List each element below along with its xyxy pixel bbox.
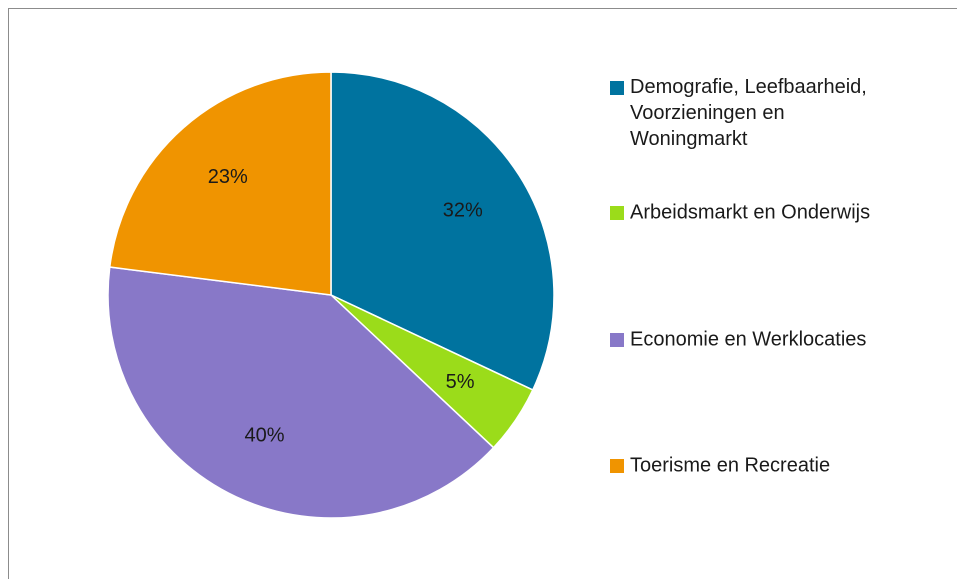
legend-label: Arbeidsmarkt en Onderwijs [630, 201, 870, 223]
data-label: 32% [443, 200, 483, 222]
legend-label: Economie en Werklocaties [630, 328, 866, 350]
data-label: 40% [245, 425, 285, 447]
data-label: 5% [446, 371, 475, 393]
legend-swatch [610, 459, 624, 473]
legend-swatch [610, 206, 624, 220]
pie-slice [107, 266, 495, 519]
legend-swatch [610, 81, 624, 95]
legend-label: Demografie, Leefbaarheid, Voorzieningen … [630, 76, 872, 150]
data-label: 23% [208, 166, 248, 188]
pie-slice [330, 71, 555, 391]
pie-slice [108, 71, 332, 296]
legend-swatch [610, 333, 624, 347]
legend-label: Toerisme en Recreatie [630, 454, 830, 476]
